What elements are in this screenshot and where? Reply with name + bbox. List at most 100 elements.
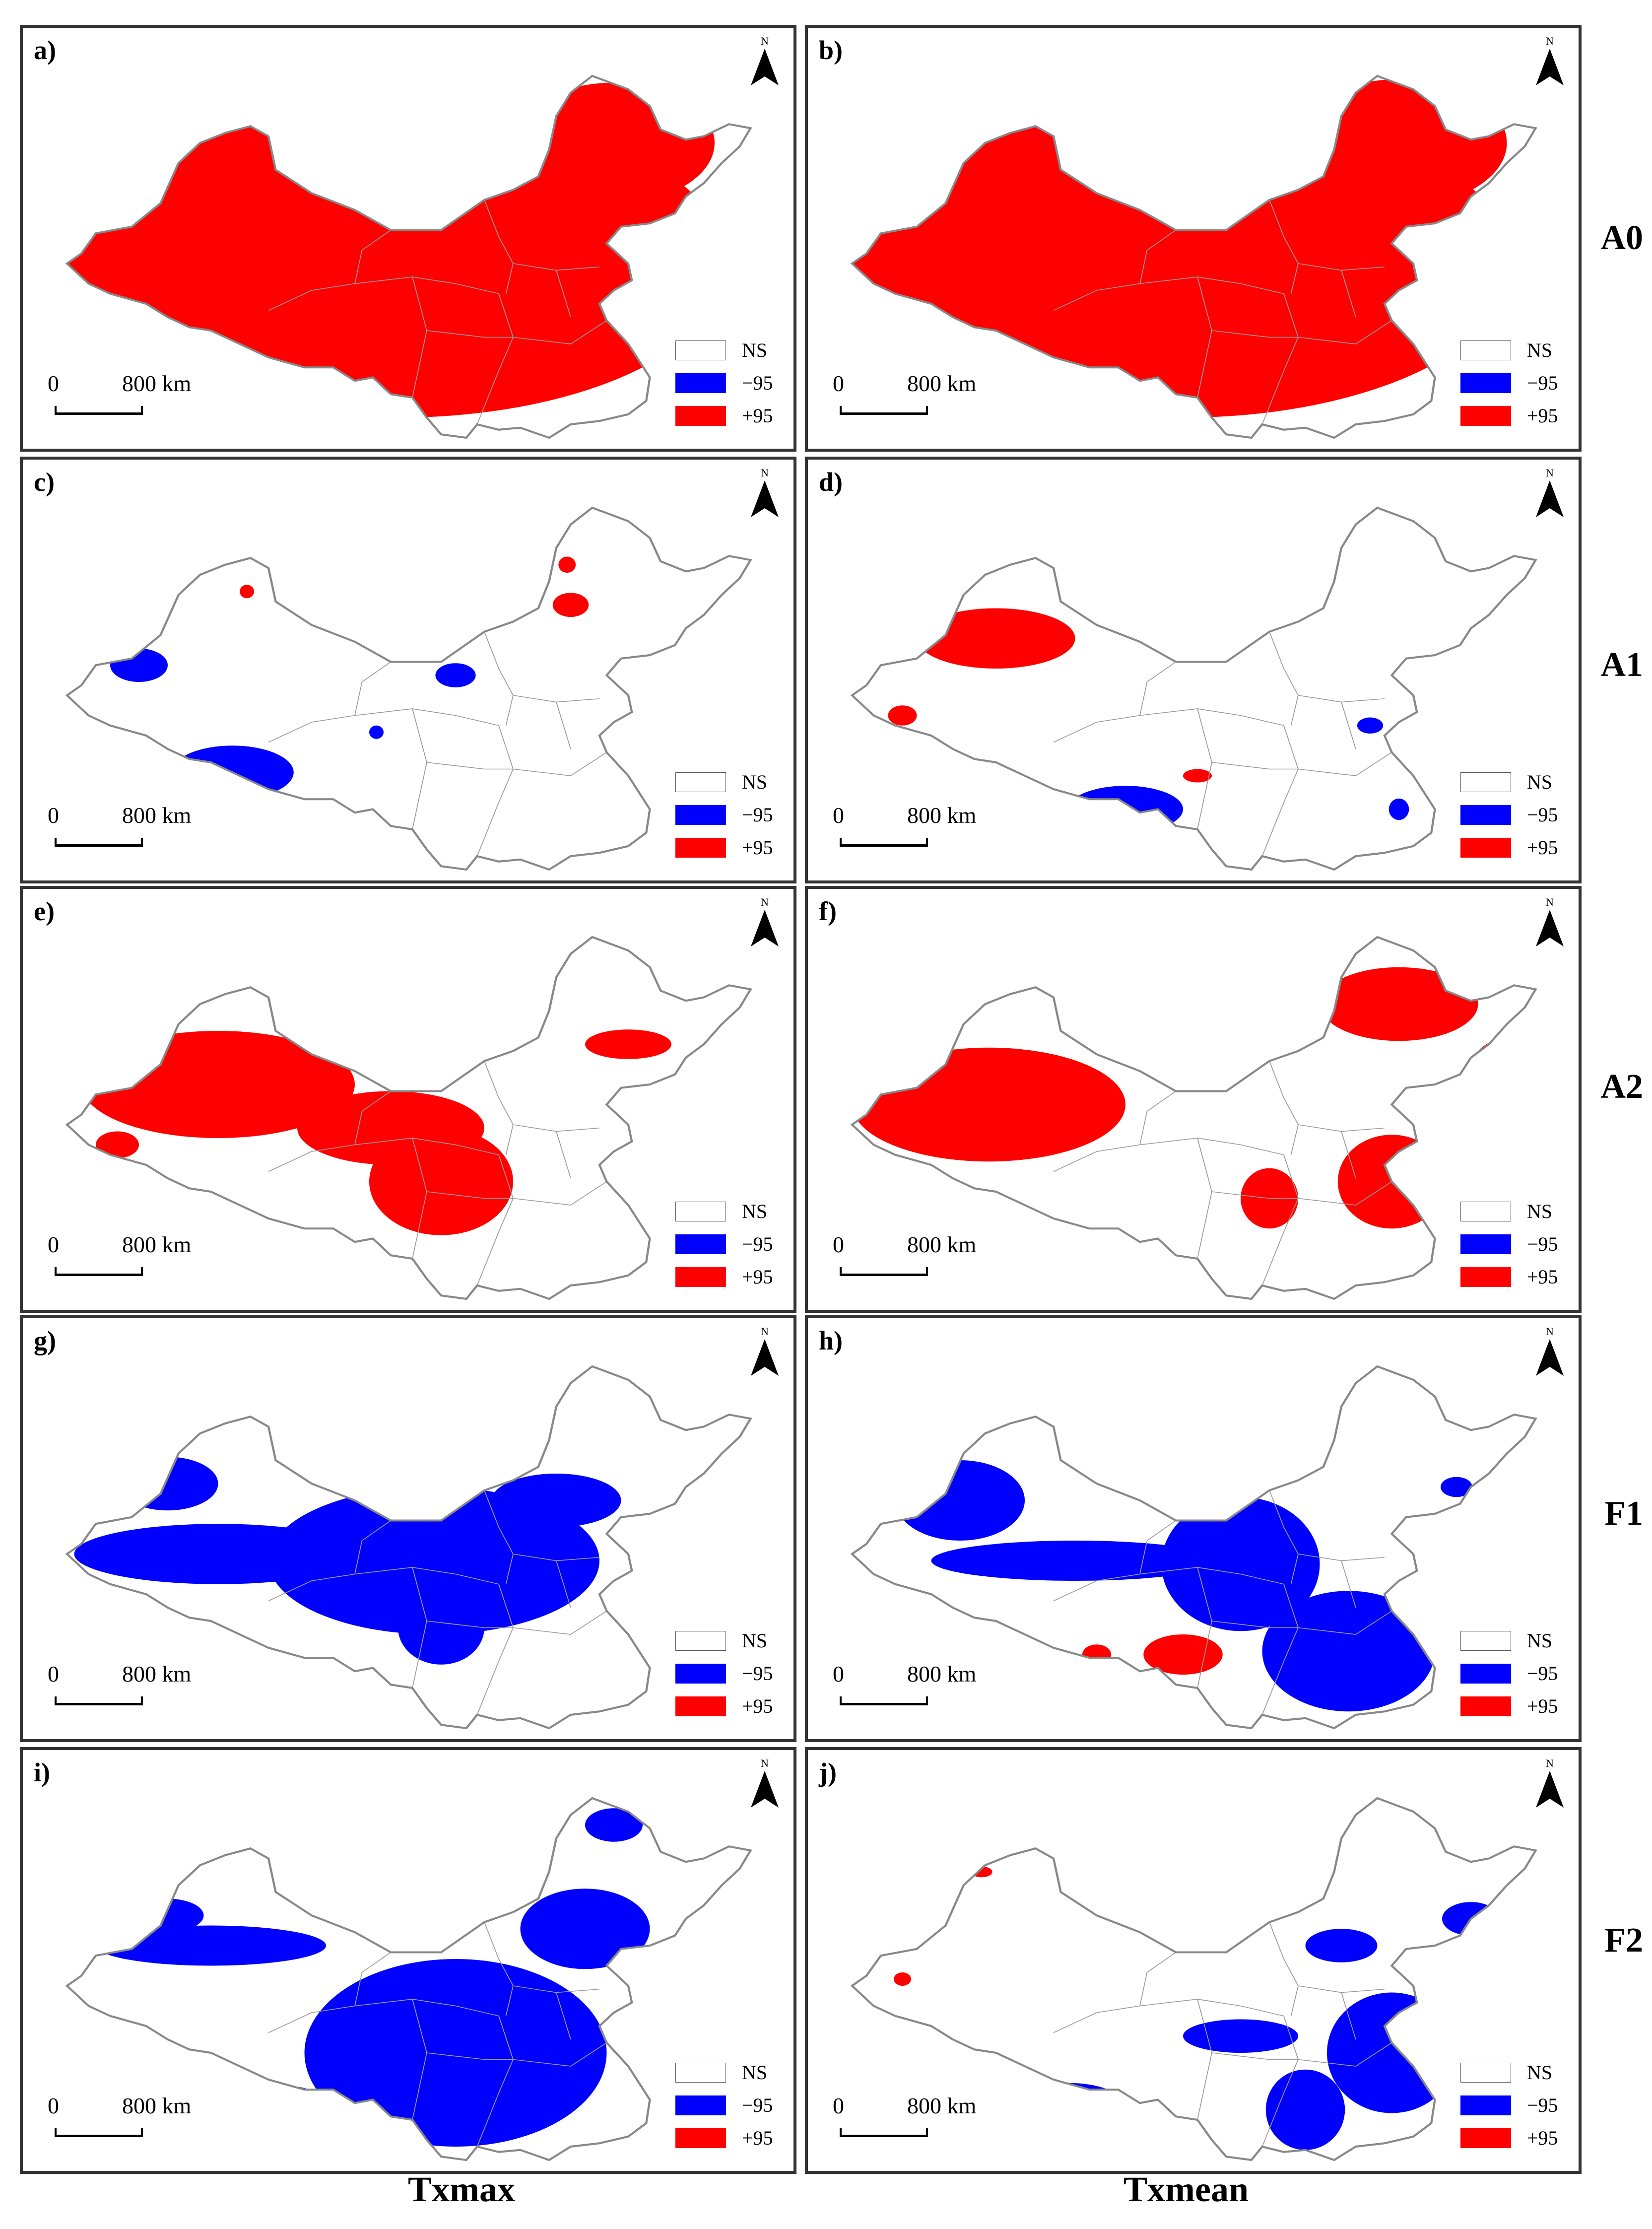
north-arrow-icon: N xyxy=(750,467,780,521)
legend-label: NS xyxy=(1527,1200,1553,1222)
north-label: N xyxy=(1546,1325,1554,1338)
legend-item-ns: NS xyxy=(1460,336,1560,365)
scale-distance: 800 km xyxy=(907,371,977,396)
column-label-txmean: Txmean xyxy=(1123,2169,1249,2209)
map-panel-g: g) N 0 800 km NS −95 +95 xyxy=(20,1315,796,1742)
legend-swatch xyxy=(1460,2095,1511,2115)
significant-negative-area xyxy=(268,1487,599,1634)
province-boundary xyxy=(1139,229,1177,284)
scale-distance: 800 km xyxy=(907,1232,977,1257)
legend-swatch xyxy=(1460,373,1511,393)
province-boundary xyxy=(1269,1490,1299,1584)
legend-swatch xyxy=(1460,1696,1511,1716)
province-boundary xyxy=(476,2016,514,2147)
province-boundary xyxy=(1269,200,1299,294)
province-boundary xyxy=(1211,330,1299,338)
scale-bar-line xyxy=(55,1267,143,1276)
legend-item-pos: +95 xyxy=(675,401,775,431)
legend-label: −95 xyxy=(742,1662,773,1685)
province-boundary xyxy=(1211,762,1299,770)
province-boundary xyxy=(476,1154,514,1286)
significant-negative-area xyxy=(304,1959,607,2147)
legend-label: −95 xyxy=(1527,1662,1558,1685)
panel-letter: d) xyxy=(819,467,843,497)
legend-label: +95 xyxy=(1527,1266,1558,1288)
province-boundary xyxy=(1298,1181,1392,1206)
scale-bar: 0 800 km xyxy=(833,1231,1011,1281)
legend-swatch xyxy=(675,1267,726,1287)
scale-bar-line xyxy=(840,1696,928,1705)
province-boundary xyxy=(1211,2052,1299,2060)
legend-swatch xyxy=(1460,838,1511,858)
country-outline xyxy=(850,506,1537,871)
scale-zero: 0 xyxy=(833,371,844,396)
north-label: N xyxy=(1546,1757,1554,1769)
province-boundary xyxy=(1269,1922,1299,2016)
legend-item-neg: −95 xyxy=(675,1229,775,1259)
province-boundary xyxy=(426,1621,514,1628)
china-map xyxy=(850,506,1537,871)
legend-label: −95 xyxy=(1527,372,1558,394)
significant-negative-area xyxy=(1068,786,1183,833)
country-outline xyxy=(65,1797,752,2161)
legend-label: +95 xyxy=(742,405,773,427)
significant-negative-area xyxy=(398,1591,484,1665)
significant-negative-area xyxy=(132,1898,204,1932)
scale-bar-line xyxy=(55,2128,143,2137)
province-boundary xyxy=(513,320,607,344)
legend-item-neg: −95 xyxy=(1460,2091,1560,2120)
legend-swatch xyxy=(675,1664,726,1684)
scale-distance: 800 km xyxy=(122,803,192,828)
legend-label: −95 xyxy=(1527,804,1558,826)
legend-label: −95 xyxy=(1527,1233,1558,1255)
china-map xyxy=(850,936,1537,1300)
panel-letter: f) xyxy=(819,896,837,926)
legend-swatch xyxy=(675,805,726,825)
legend-swatch xyxy=(1460,2063,1511,2083)
legend-swatch xyxy=(1460,1267,1511,1287)
legend-label: NS xyxy=(1527,339,1553,361)
significant-positive-area xyxy=(96,1131,139,1158)
scale-zero: 0 xyxy=(833,1232,844,1257)
north-arrow-icon: N xyxy=(750,1757,780,1812)
province-boundary xyxy=(484,1061,514,1155)
significant-positive-area xyxy=(917,608,1075,669)
legend-label: +95 xyxy=(742,1695,773,1717)
province-boundary xyxy=(476,725,514,857)
legend-item-ns: NS xyxy=(675,1626,775,1656)
province-boundary xyxy=(1298,1611,1392,1635)
significant-negative-area xyxy=(1262,1591,1435,1712)
scale-distance: 800 km xyxy=(907,2093,977,2118)
province-boundary xyxy=(513,752,607,776)
legend: NS −95 +95 xyxy=(1460,767,1570,867)
scale-bar-line xyxy=(840,838,928,847)
north-arrow-icon: N xyxy=(750,35,780,89)
north-arrow-icon: N xyxy=(1535,896,1565,950)
legend-item-ns: NS xyxy=(675,767,775,797)
north-arrow-icon: N xyxy=(1535,1757,1565,1812)
north-label: N xyxy=(761,1757,769,1769)
legend-label: +95 xyxy=(1527,836,1558,859)
province-boundary xyxy=(476,1584,514,1715)
legend-item-neg: −95 xyxy=(675,2091,775,2120)
province-boundary xyxy=(1341,1560,1356,1608)
legend-label: NS xyxy=(1527,2061,1553,2084)
province-boundary xyxy=(556,1560,571,1608)
province-boundary xyxy=(556,1131,571,1179)
legend-item-pos: +95 xyxy=(1460,2123,1560,2153)
legend-item-pos: +95 xyxy=(675,2123,775,2153)
province-boundary xyxy=(1261,1154,1299,1286)
province-boundary xyxy=(426,1191,514,1199)
scale-bar: 0 800 km xyxy=(48,1661,226,1710)
scale-bar: 0 800 km xyxy=(48,370,226,420)
province-boundary xyxy=(1341,1131,1356,1179)
province-boundary xyxy=(354,229,392,284)
province-boundary xyxy=(1211,1191,1299,1199)
legend-label: −95 xyxy=(742,2094,773,2116)
china-map xyxy=(65,506,752,871)
legend-item-neg: −95 xyxy=(1460,1229,1560,1259)
province-boundary xyxy=(1053,1138,1284,1172)
legend-label: −95 xyxy=(742,1233,773,1255)
scale-bar-line xyxy=(840,1267,928,1276)
significant-negative-area xyxy=(1327,1992,1456,2113)
